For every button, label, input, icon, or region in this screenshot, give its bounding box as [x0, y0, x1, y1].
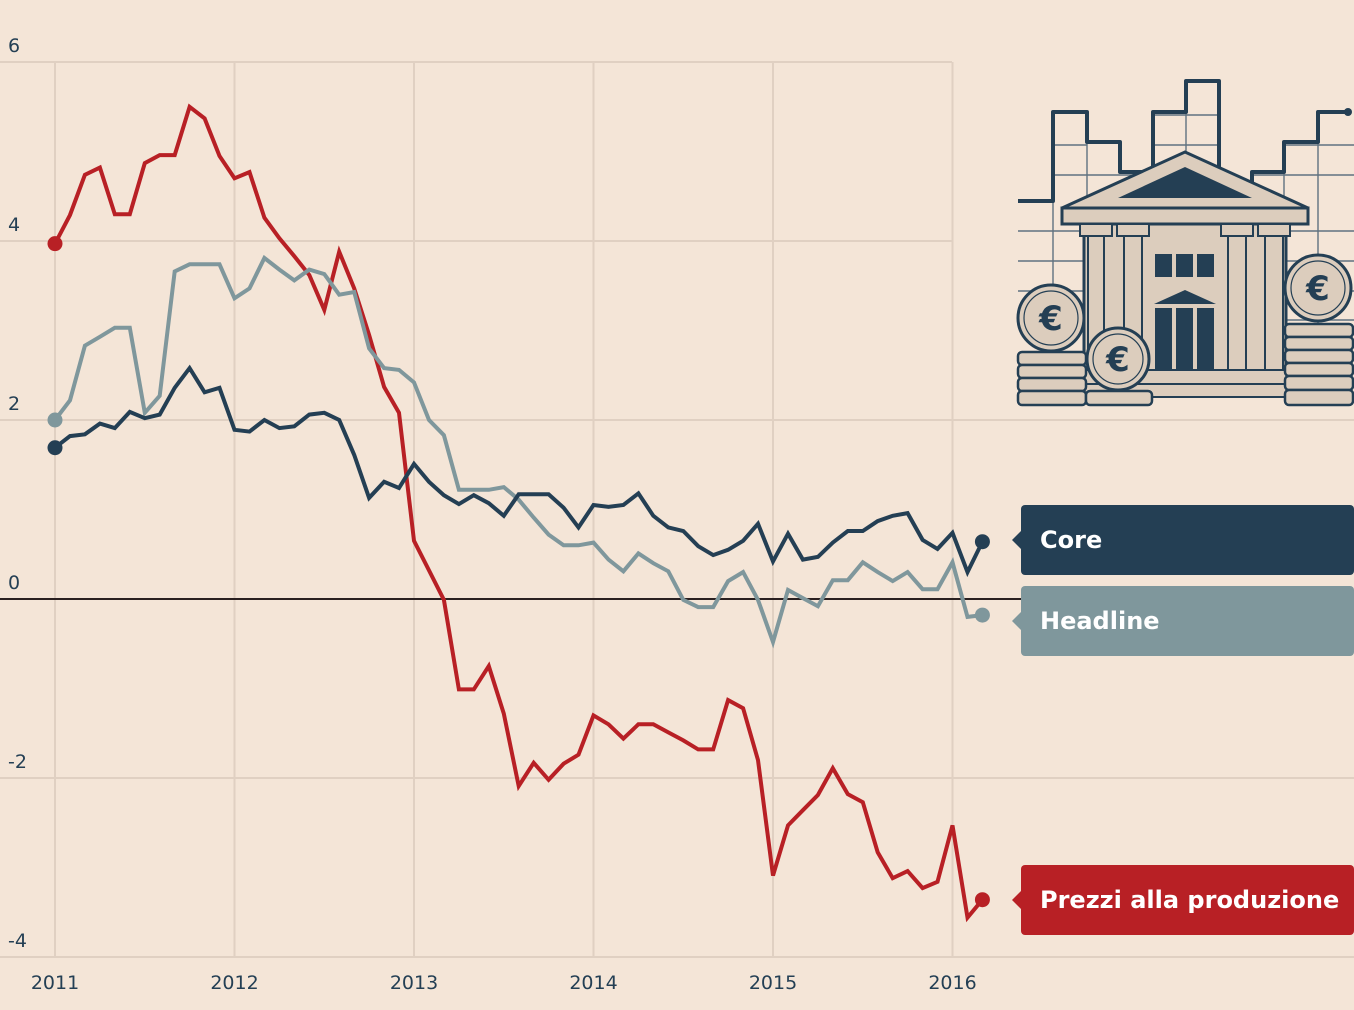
y-tick-label: 6 — [8, 35, 20, 57]
x-tick-label: 2014 — [569, 972, 617, 994]
y-tick-label: 2 — [8, 393, 20, 415]
y-tick-label: 0 — [8, 572, 20, 594]
data-point — [974, 607, 990, 623]
y-tick-label: 4 — [8, 214, 20, 236]
legend-ppi: Prezzi alla produzione — [1012, 865, 1354, 935]
x-tick-label: 2012 — [210, 972, 258, 994]
series-line-core — [53, 364, 985, 578]
legend-headline: Headline — [1012, 586, 1354, 656]
data-point — [974, 892, 990, 908]
data-point — [47, 412, 63, 428]
y-tick-label: -2 — [8, 751, 27, 773]
x-tick-label: 2015 — [749, 972, 797, 994]
data-point — [47, 236, 63, 252]
x-tick-label: 2016 — [928, 972, 976, 994]
legend-core-label: Core — [1040, 526, 1103, 554]
legend-core: Core — [1012, 505, 1354, 575]
legend-headline-label: Headline — [1040, 607, 1160, 635]
series-lines — [47, 103, 990, 923]
legend-ppi-label: Prezzi alla produzione — [1040, 886, 1340, 914]
grid-lines — [0, 61, 1354, 958]
bank-euro-icon: € € € — [1016, 79, 1354, 407]
data-point — [974, 534, 990, 550]
data-point — [47, 440, 63, 456]
x-tick-label: 2011 — [31, 972, 79, 994]
svg-text:€: € — [1105, 340, 1130, 380]
svg-text:€: € — [1038, 299, 1063, 339]
series-line-headline — [53, 254, 985, 649]
svg-text:€: € — [1305, 269, 1330, 309]
x-tick-label: 2013 — [390, 972, 438, 994]
series-line-prezzi-alla-produzione — [53, 103, 985, 923]
y-tick-label: -4 — [8, 930, 27, 952]
y-axis: 6 4 2 0 -2 -4 — [8, 35, 27, 952]
x-axis: 2011 2012 2013 2014 2015 2016 — [31, 972, 977, 994]
